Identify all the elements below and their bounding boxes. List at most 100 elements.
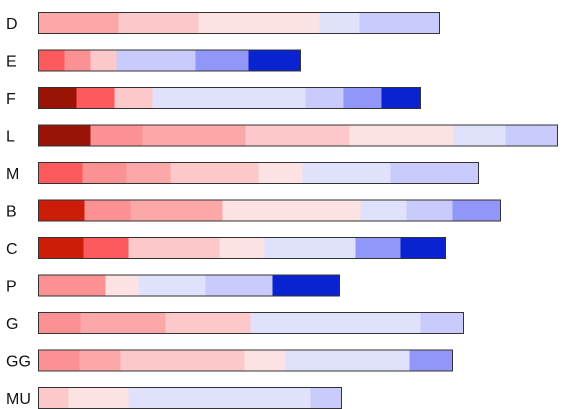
bar-segment [64, 50, 91, 71]
bar-segment [319, 12, 360, 34]
bar-segment [83, 237, 129, 259]
row-label: D [6, 16, 18, 33]
bar-segment [310, 387, 342, 409]
bar-segment [152, 87, 306, 109]
bar-segment [250, 312, 421, 334]
bar-row: G [6, 312, 464, 334]
bar-segment [359, 12, 440, 34]
bar-segment [130, 200, 223, 221]
bar-segment [420, 312, 464, 334]
bar-segment [198, 12, 320, 34]
bar-segment [82, 162, 127, 184]
bar-segment [118, 12, 199, 34]
bar-segment [452, 200, 501, 221]
bar-segment [305, 87, 344, 109]
bar-segment [128, 387, 311, 409]
bar-row: P [6, 274, 340, 297]
bar-row: D [6, 12, 440, 34]
bar-segment [272, 275, 340, 296]
row-label: B [6, 204, 17, 221]
bar-outline [38, 312, 464, 334]
bar-segment [505, 125, 558, 146]
bar-segment [90, 125, 143, 146]
bar-outline [38, 12, 440, 34]
bar-segment [170, 162, 259, 184]
bar-segment [84, 200, 131, 221]
bar-segment [38, 275, 106, 296]
bar-segment [360, 200, 407, 221]
bar-outline [38, 199, 501, 222]
bar-segment [406, 200, 453, 221]
bar-segment [38, 125, 91, 146]
bar-segment [120, 350, 245, 371]
bar-outline [38, 349, 453, 372]
bar-segment [264, 237, 356, 259]
bar-segment [38, 387, 69, 409]
bar-segment [222, 200, 361, 221]
bar-segment [219, 237, 265, 259]
bar-segment [355, 237, 401, 259]
bar-segment [105, 275, 139, 296]
bar-segment [409, 350, 453, 371]
bar-row: F [6, 87, 421, 109]
bar-row: C [6, 237, 446, 259]
bar-segment [90, 50, 117, 71]
bar-segment [128, 237, 220, 259]
bar-segment [38, 350, 80, 371]
bar-row: E [6, 49, 301, 72]
bar-segment [142, 125, 246, 146]
bar-segment [38, 12, 119, 34]
bar-segment [390, 162, 479, 184]
bar-segment [38, 87, 77, 109]
bar-segment [195, 50, 249, 71]
bar-segment [79, 350, 121, 371]
row-label: C [6, 241, 18, 258]
bar-segment [138, 275, 206, 296]
bar-segment [38, 50, 65, 71]
bar-row: GG [6, 349, 453, 372]
bar-segment [343, 87, 382, 109]
bar-segment [116, 50, 196, 71]
bar-outline [38, 124, 558, 147]
bar-segment [400, 237, 446, 259]
bar-segment [245, 125, 350, 146]
bar-segment [165, 312, 251, 334]
bar-outline [38, 162, 479, 184]
bar-segment [38, 200, 85, 221]
bar-segment [80, 312, 166, 334]
row-label: M [6, 166, 19, 183]
row-label: E [6, 54, 17, 71]
bar-segment [381, 87, 421, 109]
bar-segment [453, 125, 506, 146]
bar-segment [349, 125, 454, 146]
bar-outline [38, 274, 340, 297]
row-label: G [6, 316, 18, 333]
row-label: MU [6, 391, 31, 408]
bar-segment [302, 162, 391, 184]
bar-outline [38, 49, 301, 72]
bar-segment [38, 162, 83, 184]
bar-segment [258, 162, 303, 184]
bar-row: MU [6, 387, 342, 409]
bar-segment [205, 275, 273, 296]
bar-outline [38, 87, 421, 109]
row-label: GG [6, 354, 31, 371]
row-label: F [6, 91, 16, 108]
bar-segment [68, 387, 129, 409]
bar-row: L [6, 124, 558, 147]
bar-segment [38, 237, 84, 259]
bar-row: B [6, 199, 501, 222]
bar-segment [248, 50, 301, 71]
bar-segment [114, 87, 153, 109]
bar-segment [76, 87, 115, 109]
bar-segment [126, 162, 171, 184]
row-label: P [6, 279, 17, 296]
bar-row: M [6, 162, 479, 184]
bar-segment [285, 350, 410, 371]
bar-segment [38, 312, 81, 334]
bar-outline [38, 237, 446, 259]
bar-segment [244, 350, 286, 371]
row-label: L [6, 129, 15, 146]
